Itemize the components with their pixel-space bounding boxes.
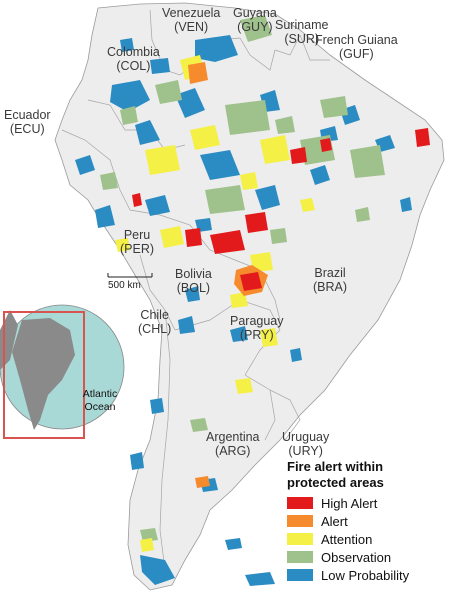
legend-swatch-high-alert [287, 497, 313, 509]
label-peru: Peru (PER) [120, 228, 155, 256]
legend-item-low-probability: Low Probability [287, 566, 452, 584]
label-suriname: Suriname (SUR) [275, 18, 329, 46]
label-paraguay: Paraguay (PRY) [230, 314, 284, 342]
label-brazil: Brazil (BRA) [313, 266, 348, 294]
label-chile: Chile (CHL) [138, 308, 172, 336]
high-alert-areas [132, 128, 430, 291]
label-uruguay: Uruguay (URY) [282, 430, 330, 458]
inset-continent [12, 318, 75, 430]
inset-ocean-label: Atlantic Ocean [82, 388, 118, 413]
label-ecuador: Ecuador (ECU) [4, 108, 51, 136]
legend-item-alert: Alert [287, 512, 452, 530]
legend-swatch-observation [287, 551, 313, 563]
legend-swatch-alert [287, 515, 313, 527]
scale-bar-label: 500 km [108, 280, 141, 291]
scale-bar [107, 273, 153, 278]
attention-areas [115, 55, 315, 552]
legend-swatch-low-probability [287, 569, 313, 581]
low-probability-areas [75, 35, 412, 586]
inset-frame [3, 311, 85, 439]
label-french-guiana: French Guiana (GUF) [315, 33, 398, 61]
label-argentina: Argentina (ARG) [206, 430, 260, 458]
legend-swatch-attention [287, 533, 313, 545]
legend-item-observation: Observation [287, 548, 452, 566]
label-colombia: Colombia (COL) [107, 45, 160, 73]
legend: Fire alert within protected areas High A… [287, 459, 452, 584]
legend-title: Fire alert within protected areas [287, 459, 384, 490]
label-guyana: Guyana (GUY) [233, 6, 277, 34]
legend-item-attention: Attention [287, 530, 452, 548]
legend-item-high-alert: High Alert [287, 494, 452, 512]
observation-areas [100, 15, 385, 542]
label-venezuela: Venezuela (VEN) [162, 6, 221, 34]
inset-globe [0, 304, 125, 439]
label-bolivia: Bolivia (BOL) [175, 267, 212, 295]
